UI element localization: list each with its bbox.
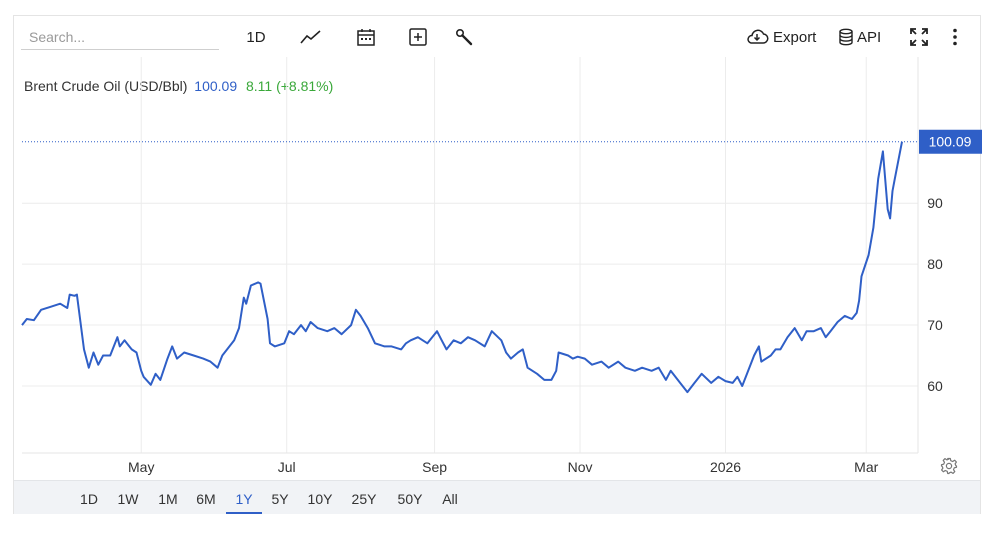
y-tick-label: 60 (927, 378, 943, 394)
y-tick-label: 90 (927, 195, 943, 211)
calendar-icon (357, 29, 375, 46)
range-button-5y[interactable]: 5Y (271, 491, 289, 507)
date-range-button[interactable] (353, 24, 379, 50)
gear-icon (940, 457, 958, 475)
plus-square-icon (409, 28, 427, 46)
export-label: Export (773, 28, 817, 46)
gear-icon-hub (945, 462, 953, 470)
range-button-50y[interactable]: 50Y (397, 491, 423, 507)
api-button[interactable]: API (838, 24, 888, 50)
x-tick-label: Mar (854, 459, 878, 475)
x-tick-label: 2026 (710, 459, 741, 475)
line-chart-icon (300, 30, 321, 44)
tools-button[interactable] (451, 24, 477, 50)
y-tick-label: 80 (927, 256, 943, 272)
interval-label: 1D (246, 28, 266, 46)
cloud-download-icon (747, 29, 769, 44)
x-tick-label: May (128, 459, 154, 475)
export-button[interactable]: Export (745, 24, 821, 50)
chart-type-button[interactable] (297, 24, 325, 50)
last-price-tag-label: 100.09 (929, 134, 972, 150)
range-button-10y[interactable]: 10Y (307, 491, 333, 507)
last-price-tag: 100.09 (919, 129, 982, 154)
x-tick-label: Sep (422, 459, 447, 475)
search-input[interactable] (21, 24, 219, 50)
price-chart[interactable]: 60 70 80 90 May Jul Sep Nov 2026 Mar 100.09 (0, 0, 989, 480)
x-tick-label: Nov (568, 459, 593, 475)
chart-settings-hit[interactable] (940, 457, 958, 475)
range-button-1d[interactable]: 1D (80, 491, 98, 507)
range-button-6m[interactable]: 6M (196, 491, 216, 507)
chart-legend: Brent Crude Oil (USD/Bbl) 100.09 8.11 (+… (24, 78, 333, 94)
interval-button[interactable]: 1D (240, 24, 272, 50)
legend-price: 100.09 (194, 78, 238, 94)
more-vertical-icon (953, 28, 957, 46)
price-series-line (21, 141, 903, 394)
api-label: API (857, 28, 882, 46)
compare-button[interactable] (405, 24, 431, 50)
database-icon (839, 28, 853, 46)
x-axis-ticks: May Jul Sep Nov 2026 Mar (128, 459, 879, 475)
more-options-button[interactable] (944, 24, 966, 50)
range-button-1m[interactable]: 1M (158, 491, 178, 507)
chart-settings-button[interactable] (940, 457, 958, 475)
y-axis-ticks: 60 70 80 90 (927, 195, 943, 394)
range-button-25y[interactable]: 25Y (351, 491, 377, 507)
x-tick-label: Jul (278, 459, 296, 475)
wrench-icon (455, 28, 473, 46)
range-button-1y[interactable]: 1Y (226, 481, 262, 514)
fullscreen-icon (910, 28, 928, 46)
fullscreen-button[interactable] (906, 24, 932, 50)
legend-change: 8.11 (+8.81%) (246, 78, 334, 94)
legend-series-name: Brent Crude Oil (USD/Bbl) (24, 78, 188, 94)
grid-lines (22, 57, 918, 453)
last-price-tag-bg (919, 129, 982, 154)
range-selector-bar: 1D 1W 1M 6M 1Y 5Y 10Y 25Y 50Y All (14, 480, 980, 514)
range-button-all[interactable]: All (442, 491, 458, 507)
y-tick-label: 70 (927, 317, 943, 333)
range-button-1w[interactable]: 1W (117, 491, 139, 507)
